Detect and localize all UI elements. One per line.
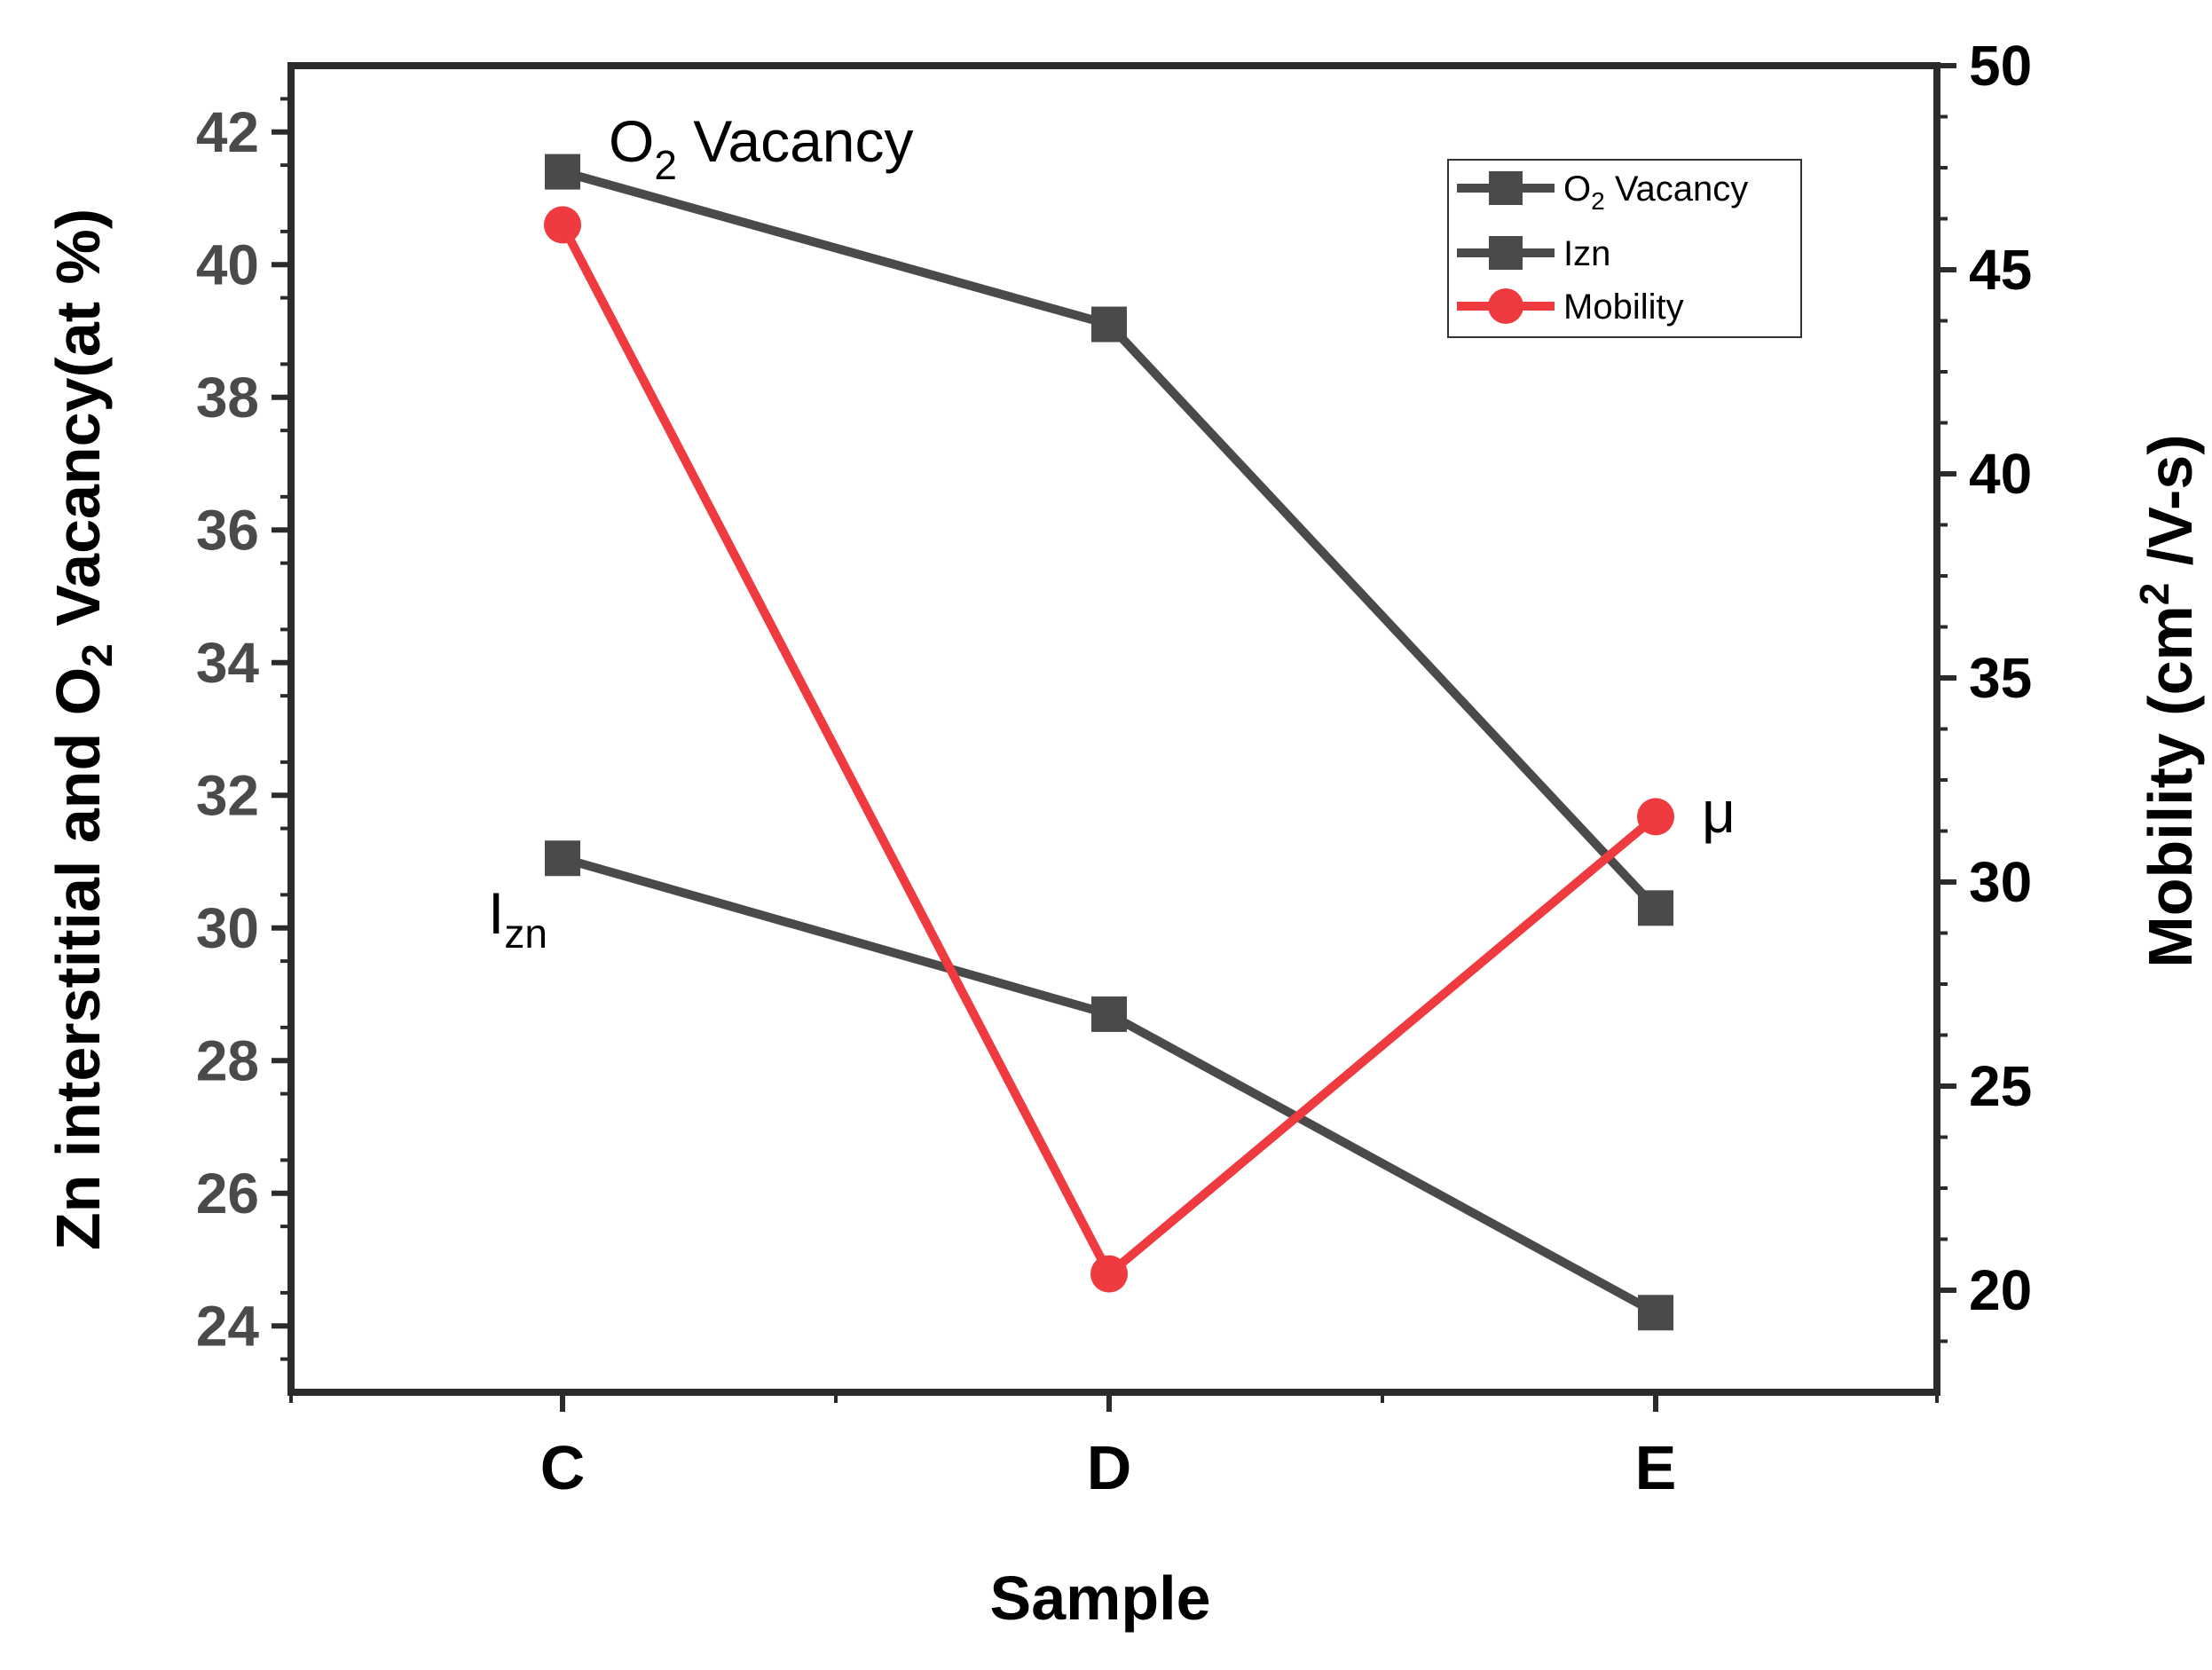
series-point-o2-vacancy xyxy=(1091,306,1127,343)
legend-item-o2-vacancy: O2 Vacancy xyxy=(1457,169,1748,215)
y-right-tick-label: 50 xyxy=(1969,34,2032,98)
annotation-o2-rest: Vacancy xyxy=(677,108,914,174)
legend-o2-marker xyxy=(1489,171,1523,205)
y-right-title-sup: 2 xyxy=(2131,583,2177,606)
x-tick-label: E xyxy=(1635,1433,1677,1502)
x-tick-label: C xyxy=(540,1433,586,1502)
series-line-izn xyxy=(561,854,1658,1317)
series-point-mobility xyxy=(1090,1255,1128,1293)
annotation-mu: μ xyxy=(1702,779,1736,845)
series-point-izn xyxy=(1638,1295,1673,1331)
series-point-izn xyxy=(1091,996,1127,1032)
series-point-o2-vacancy xyxy=(545,154,580,190)
annotation-izn-main: I xyxy=(488,880,504,946)
y-right-title-rest: /V-s) xyxy=(2136,434,2205,582)
y-axis-left-title: Zn interstitial and O2 Vacancy(at %) xyxy=(43,209,122,1250)
annotation-izn: Izn xyxy=(488,880,547,957)
series-point-mobility xyxy=(544,206,581,244)
legend-o2-label: O2 Vacancy xyxy=(1563,169,1748,215)
y-left-tick-label: 34 xyxy=(196,631,260,695)
y-axis-right-title: Mobility (cm2 /V-s) xyxy=(2131,434,2205,967)
y-right-tick-label: 30 xyxy=(1969,850,2032,914)
legend-o2-rest: Vacancy xyxy=(1605,169,1749,209)
annotation-izn-sub: zn xyxy=(504,910,547,957)
y-right-tick-label: 40 xyxy=(1969,442,2032,506)
y-left-tick-label: 28 xyxy=(196,1028,259,1092)
x-axis-title: Sample xyxy=(990,1564,1211,1633)
annotation-o2-vacancy: O2 Vacancy xyxy=(609,108,914,188)
legend-izn-label: Izn xyxy=(1563,234,1610,273)
legend-o2-main: O xyxy=(1563,169,1591,209)
series-point-mobility xyxy=(1637,798,1674,836)
y-right-tick-label: 35 xyxy=(1969,646,2032,710)
x-tick-label: D xyxy=(1087,1433,1132,1502)
legend-o2-sub: 2 xyxy=(1591,187,1605,215)
y-left-tick-label: 26 xyxy=(196,1162,259,1225)
y-left-tick-label: 30 xyxy=(196,896,259,960)
legend-mobility-label: Mobility xyxy=(1563,288,1684,327)
y-right-tick-label: 45 xyxy=(1969,238,2032,302)
y-right-tick-label: 20 xyxy=(1969,1258,2032,1322)
y-left-tick-label: 32 xyxy=(196,763,259,827)
y-left-title-main: Zn interstitial and O xyxy=(43,667,113,1250)
legend-mobility-marker xyxy=(1488,288,1523,324)
legend-item-izn: Izn xyxy=(1457,234,1610,273)
annotation-o2-sub: 2 xyxy=(654,142,677,188)
axes-ticks: 24 26 28 30 32 34 36 38 40 42 20 25 30 35 40 45 50 C D E xyxy=(196,34,2032,1502)
series-point-o2-vacancy xyxy=(1638,890,1673,926)
series-line-mobility xyxy=(558,223,1659,1279)
y-left-tick-label: 24 xyxy=(196,1294,260,1358)
y-left-tick-label: 38 xyxy=(196,366,259,429)
y-left-title-sub: 2 xyxy=(75,643,122,667)
legend: O2 Vacancy Izn Mobility xyxy=(1447,159,1802,338)
y-left-title-rest: Vacancy(at %) xyxy=(43,209,113,643)
y-left-tick-label: 42 xyxy=(196,100,259,164)
y-right-tick-label: 25 xyxy=(1969,1054,2032,1118)
y-right-title-main: Mobility (cm xyxy=(2136,605,2205,967)
legend-item-mobility: Mobility xyxy=(1457,288,1684,327)
y-left-tick-label: 40 xyxy=(196,232,259,296)
y-left-tick-label: 36 xyxy=(196,498,259,562)
series-point-izn xyxy=(545,840,580,877)
legend-izn-marker xyxy=(1489,236,1523,270)
annotation-o2-main: O xyxy=(609,108,654,174)
series-layer xyxy=(544,154,1674,1331)
